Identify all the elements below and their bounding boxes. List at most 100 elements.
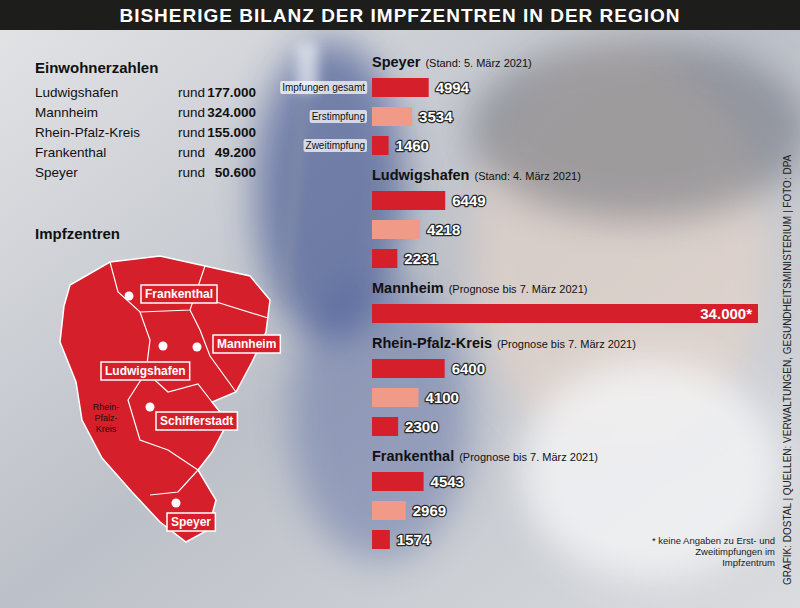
category-label-bg — [280, 81, 367, 94]
category-label: Zweitimpfung — [304, 139, 367, 152]
map-center-name: Mannheim — [217, 337, 276, 351]
map-center-dot — [172, 499, 181, 508]
map-region-label-line: Pfalz- — [94, 413, 117, 423]
data-label: 4543 — [431, 473, 464, 490]
population-value: 49.200 — [215, 145, 256, 160]
bar — [372, 191, 445, 210]
map-center-box — [167, 513, 215, 531]
population-value: 177.000 — [207, 85, 256, 100]
title-bar — [0, 0, 800, 30]
data-label: 2969 — [413, 502, 446, 519]
group-name: Speyer — [372, 54, 421, 70]
bar — [372, 472, 424, 491]
group-note: (Prognose bis 7. März 2021) — [459, 451, 598, 463]
population-prefix: rund — [178, 85, 205, 100]
data-label: 4100 — [426, 389, 459, 406]
map-center-box — [156, 412, 237, 430]
bar — [372, 249, 397, 268]
photo-mask — [520, 360, 780, 580]
map-center-name: Frankenthal — [145, 287, 213, 301]
source: GRAFIK: DOSTAL | QUELLEN: VERWALTUNGEN, … — [782, 154, 793, 585]
group-note: (Prognose bis 7. März 2021) — [497, 338, 636, 350]
group-note: (Prognose bis 7. März 2021) — [449, 283, 588, 295]
population-prefix: rund — [178, 125, 205, 140]
map-center-name: Ludwigshafen — [105, 364, 186, 378]
footnote: * keine Angaben zu Erst- undZweitimpfung… — [652, 535, 775, 568]
bar — [372, 78, 429, 97]
category-name: Impfungen gesamt — [282, 82, 365, 93]
map-center-name: Speyer — [171, 515, 211, 529]
map-center-label: Frankenthal — [141, 285, 217, 303]
map-center-dot — [193, 343, 202, 352]
group-name: Mannheim — [372, 280, 444, 296]
map-center-dot — [159, 342, 168, 351]
infographic: BISHERIGE BILANZ DER IMPFZENTREN IN DER … — [0, 0, 800, 608]
map-center-label: Speyer — [167, 513, 215, 531]
category-label: Erstimpfung — [310, 110, 367, 123]
map-region-label: Rhein-Pfalz-Kreis — [93, 402, 120, 434]
map-border — [140, 312, 212, 402]
group-header: Speyer(Stand: 5. März 2021) — [372, 54, 532, 70]
population-prefix: rund — [178, 145, 205, 160]
map-center-box — [101, 362, 190, 380]
data-label: 6449 — [452, 192, 485, 209]
map-region-label-line: Kreis — [96, 424, 117, 434]
photo — [255, 40, 800, 580]
bar — [372, 220, 420, 239]
population-value: 155.000 — [207, 125, 256, 140]
category-label: Impfungen gesamt — [280, 81, 367, 94]
bar — [372, 388, 419, 407]
map-center-dot — [125, 292, 134, 301]
category-label-bg — [304, 139, 367, 152]
group-name: Frankenthal — [372, 448, 454, 464]
data-label: 2300 — [405, 418, 438, 435]
map-region-label-line: Rhein- — [93, 402, 120, 412]
footnote-line: Zweitimpfungen im — [695, 546, 775, 557]
bar — [372, 501, 406, 520]
population-title: Einwohnerzahlen — [35, 59, 158, 76]
footnote-line: * keine Angaben zu Erst- und — [652, 535, 775, 546]
population-name: Frankenthal — [35, 145, 106, 160]
population-name: Ludwigshafen — [35, 85, 118, 100]
data-label: 3534 — [419, 108, 453, 125]
data-label: 4994 — [436, 79, 470, 96]
footnote-line: Impfzentrum — [722, 557, 775, 568]
data-label: 6400 — [452, 360, 485, 377]
population-name: Rhein-Pfalz-Kreis — [35, 125, 140, 140]
bar — [372, 107, 412, 126]
bar — [372, 359, 445, 378]
photo-syringe — [283, 95, 305, 300]
data-label: 1574 — [397, 531, 431, 548]
bar — [372, 417, 398, 436]
bar — [372, 304, 758, 323]
group-header: Mannheim (Prognose bis 7. März 2021) — [372, 280, 588, 296]
category-label-bg — [310, 110, 367, 123]
map-center-box — [213, 335, 280, 353]
map-center-label: Ludwigshafen — [101, 362, 190, 380]
bars — [372, 78, 758, 549]
population-value: 324.000 — [207, 105, 256, 120]
map-center-dot — [146, 403, 155, 412]
group-note: (Stand: 4. März 2021) — [474, 170, 580, 182]
labels: Speyer(Stand: 5. März 2021) Impfungen ges… — [280, 54, 752, 548]
map-center-name: Schifferstadt — [160, 414, 233, 428]
map: Rhein-Pfalz-Kreis Frankenthal Mannheim Ludw… — [60, 256, 280, 542]
title: BISHERIGE BILANZ DER IMPFZENTREN IN DER … — [119, 5, 680, 26]
map-center-label: Mannheim — [213, 335, 280, 353]
population-name: Mannheim — [35, 105, 98, 120]
map-region — [60, 256, 270, 542]
data-label: 1460 — [396, 137, 429, 154]
bar — [372, 136, 389, 155]
map-center-box — [141, 285, 217, 303]
data-label: 4218 — [427, 221, 460, 238]
group-name: Rhein-Pfalz-Kreis — [372, 335, 492, 351]
population-prefix: rund — [178, 165, 205, 180]
group-header: Rhein-Pfalz-Kreis (Prognose bis 7. März 2… — [372, 335, 636, 351]
category-name: Erstimpfung — [312, 111, 365, 122]
group-header: Ludwigshafen (Stand: 4. März 2021) — [372, 167, 581, 183]
group-name: Ludwigshafen — [372, 167, 469, 183]
map-center-label: Schifferstadt — [156, 412, 237, 430]
map-title: Impfzentren — [35, 225, 120, 242]
category-name: Zweitimpfung — [306, 140, 365, 151]
data-label: 34.000* — [700, 305, 752, 322]
